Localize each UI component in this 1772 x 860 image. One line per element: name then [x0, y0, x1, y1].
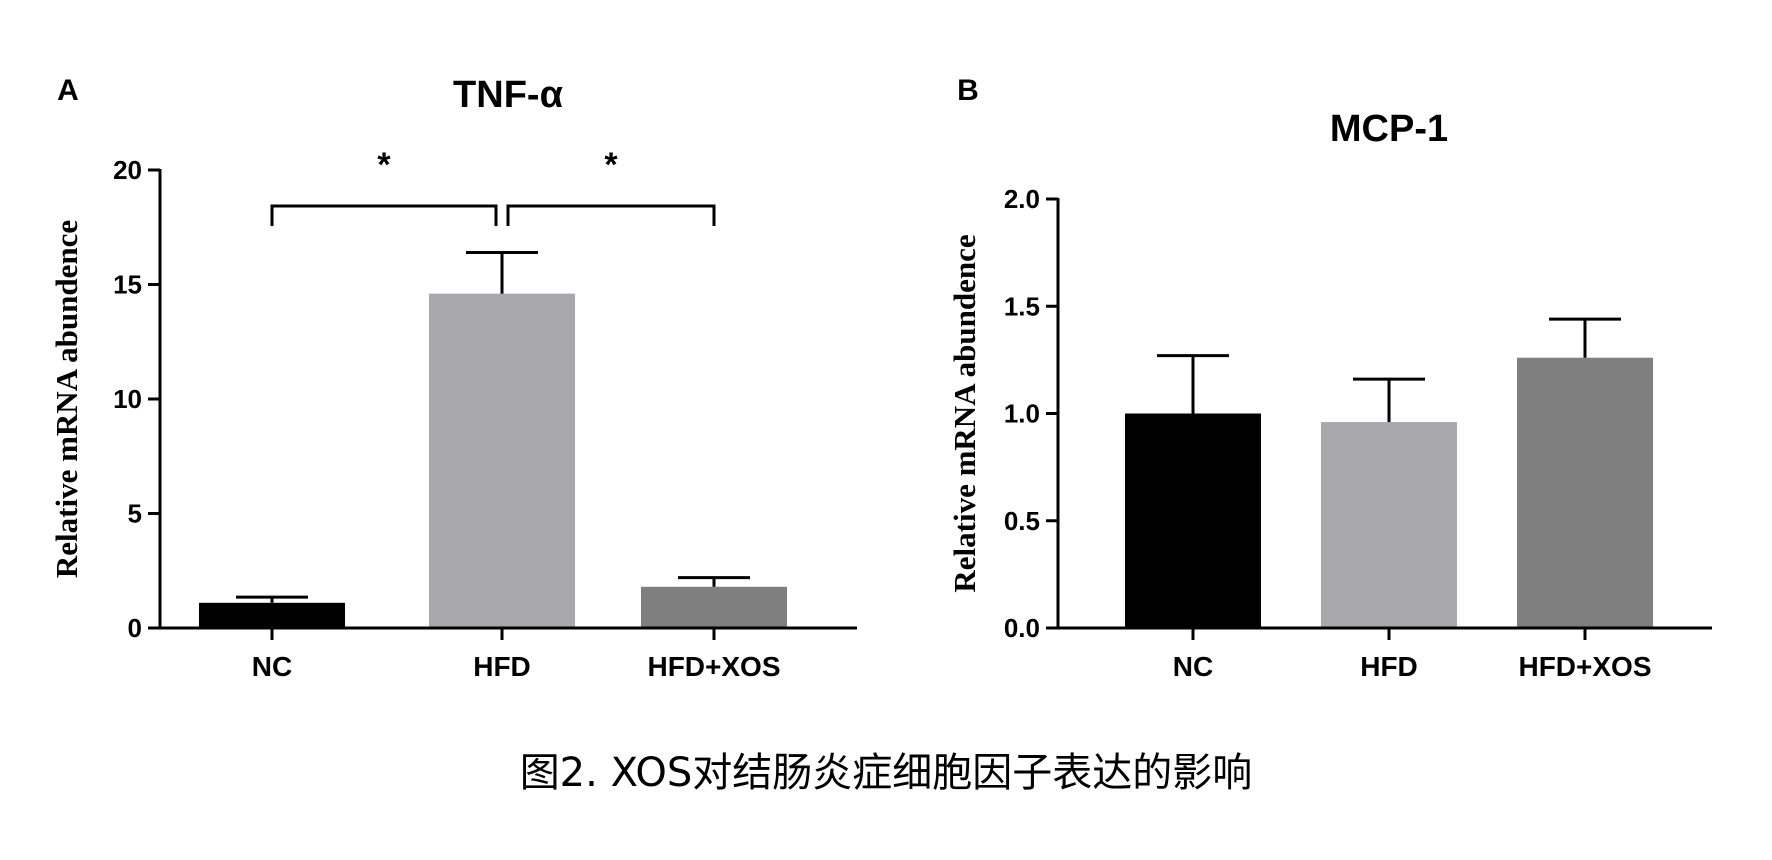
- bar-nc: [1125, 413, 1261, 628]
- significance-marker: *: [377, 146, 391, 184]
- y-tick-label: 5: [128, 499, 142, 529]
- bar-hfd: [429, 293, 575, 628]
- significance-bracket: [506, 204, 716, 226]
- x-tick-label: HFD+XOS: [647, 651, 780, 682]
- bar-nc: [199, 602, 345, 628]
- chart-title: TNF-α: [453, 74, 563, 116]
- x-tick-label: NC: [1173, 651, 1213, 682]
- chart-title: MCP-1: [1330, 108, 1448, 150]
- y-axis-label: Relative mRNA abundence: [947, 234, 982, 592]
- figure-caption: 图2. XOS对结肠炎症细胞因子表达的影响: [519, 750, 1253, 796]
- x-tick-label: NC: [252, 651, 292, 682]
- y-tick-label: 2.0: [1004, 184, 1040, 214]
- y-tick-label: 15: [113, 270, 142, 300]
- y-tick-label: 0.0: [1004, 613, 1040, 643]
- y-tick-label: 1.0: [1004, 399, 1040, 429]
- x-tick-label: HFD: [473, 651, 531, 682]
- significance-marker: *: [604, 146, 618, 184]
- y-tick-label: 1.5: [1004, 291, 1040, 321]
- y-tick-label: 0: [128, 613, 142, 643]
- y-axis-label: Relative mRNA abundence: [49, 220, 84, 578]
- panel-label: A: [57, 74, 79, 107]
- bar-hfd-xos: [641, 586, 787, 628]
- x-tick-label: HFD: [1360, 651, 1418, 682]
- bar-hfd: [1321, 422, 1457, 628]
- panel-label: B: [957, 74, 979, 107]
- significance-bracket: [270, 204, 498, 226]
- y-tick-label: 10: [113, 384, 142, 414]
- y-tick-label: 20: [113, 155, 142, 185]
- bar-hfd-xos: [1517, 357, 1653, 628]
- x-tick-label: HFD+XOS: [1518, 651, 1651, 682]
- y-tick-label: 0.5: [1004, 506, 1040, 536]
